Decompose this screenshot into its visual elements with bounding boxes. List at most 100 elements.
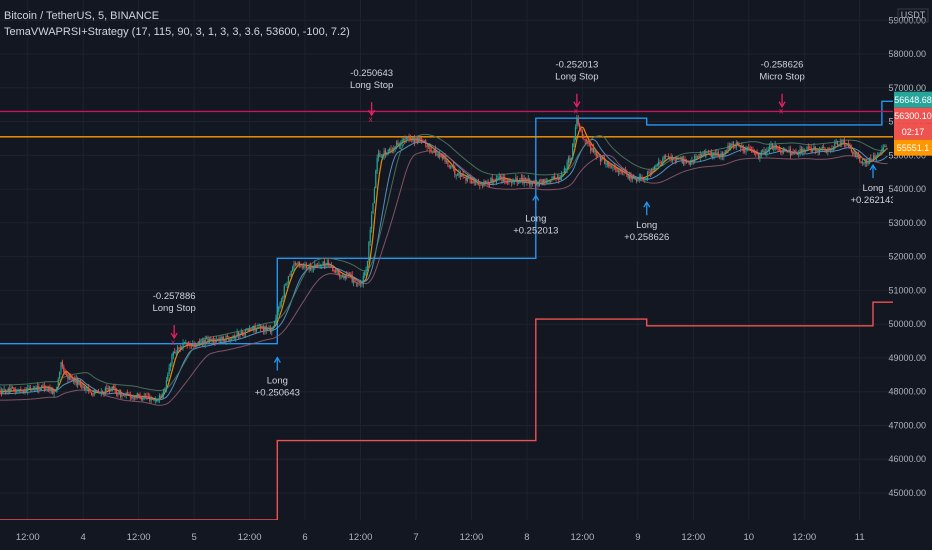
- candle-body: [426, 144, 428, 147]
- candle-body: [42, 384, 44, 386]
- candle-body: [344, 275, 346, 279]
- candle-body: [67, 374, 69, 380]
- candle-body: [32, 388, 34, 391]
- candle-body: [135, 397, 137, 398]
- time-tick-label: 12:00: [571, 532, 595, 543]
- candle-body: [806, 147, 808, 151]
- long-arrow-head: [869, 163, 877, 171]
- stop-label: -0.257886: [153, 291, 196, 302]
- unit-label: USDT: [901, 10, 926, 20]
- candle-body: [59, 372, 61, 379]
- candle-body: [214, 340, 216, 344]
- candle-body: [287, 276, 290, 283]
- time-axis[interactable]: 12:00 4 12:00 5 12:00 6 12:00 7 12:00 8 12:00 9 12:0…: [0, 520, 932, 550]
- candle-body: [247, 328, 249, 332]
- candle-body: [108, 387, 111, 392]
- candle-body: [175, 351, 177, 354]
- candle-body: [572, 143, 574, 159]
- candle-body: [11, 387, 14, 389]
- candle-body: [409, 138, 412, 141]
- candle-body: [495, 178, 498, 183]
- candle-body: [803, 149, 805, 151]
- candle-body: [738, 144, 740, 147]
- candle-body: [172, 351, 174, 356]
- candle-body: [340, 277, 342, 278]
- candle-body: [0, 390, 2, 395]
- candle-body: [254, 325, 256, 331]
- candle-body: [383, 151, 385, 156]
- price-tick-label: 45000.00: [888, 488, 926, 498]
- stop-marker: x: [779, 107, 783, 116]
- price-label-box: [894, 123, 932, 140]
- candle-body: [168, 367, 170, 374]
- candle-body: [658, 161, 660, 166]
- series-upper-band: [0, 100, 893, 345]
- candle-body: [526, 179, 528, 183]
- candle-body: [494, 180, 496, 183]
- candle-body: [384, 150, 387, 155]
- stop-label: Micro Stop: [759, 72, 804, 83]
- candle-body: [764, 152, 767, 154]
- candle-body: [853, 152, 855, 154]
- candle-body: [518, 182, 520, 184]
- candle-body: [842, 140, 844, 144]
- candle-body: [404, 138, 406, 141]
- candle-body: [594, 151, 596, 153]
- price-label-box: [894, 139, 932, 156]
- candle-body: [448, 165, 450, 167]
- candle-body: [282, 296, 284, 300]
- candle-body: [136, 393, 138, 398]
- candle-body: [579, 124, 581, 129]
- candle-body: [676, 157, 678, 160]
- candle-body: [509, 180, 511, 182]
- candle-body: [813, 146, 815, 150]
- candle-body: [235, 336, 237, 339]
- candle-body: [872, 155, 875, 159]
- candle-body: [420, 140, 423, 141]
- long-label: Long: [267, 376, 288, 387]
- candle-body: [225, 335, 227, 342]
- time-tick-label: 11: [855, 532, 865, 543]
- candle-body: [480, 184, 482, 186]
- candle-body: [391, 149, 394, 151]
- candle-body: [246, 329, 248, 330]
- indicator-legend[interactable]: TemaVWAPRSI+Strategy (17, 115, 90, 3, 1,…: [4, 26, 350, 38]
- candle-body: [816, 150, 818, 151]
- candle-body: [774, 144, 776, 150]
- stop-marker: x: [574, 107, 578, 116]
- candle-body: [125, 393, 127, 396]
- price-label-box: [894, 91, 932, 108]
- candle-body: [541, 179, 543, 184]
- candle-body: [610, 167, 613, 169]
- long-label: +0.252013: [513, 225, 558, 236]
- price-label-text: 56648.68: [894, 95, 932, 105]
- candle-body: [590, 143, 592, 151]
- candle-body: [445, 160, 448, 162]
- candle-body: [447, 160, 449, 165]
- candle-body: [321, 264, 323, 266]
- candle-body: [310, 264, 312, 270]
- candle-body: [364, 272, 366, 276]
- candle-body: [646, 172, 649, 179]
- candle-body: [171, 354, 173, 364]
- candle-body: [182, 343, 184, 348]
- candle-body: [476, 182, 478, 184]
- candle-body: [746, 147, 749, 150]
- candle-body: [688, 161, 690, 165]
- candle-body: [475, 181, 477, 183]
- candle-body: [79, 381, 82, 385]
- candle-body: [339, 273, 341, 277]
- candle-body: [867, 163, 869, 164]
- stop-arrow-head: [573, 101, 581, 109]
- candle-body: [118, 390, 120, 394]
- candle-body: [375, 170, 377, 189]
- candle-body: [542, 179, 545, 184]
- candle-body: [232, 336, 234, 339]
- candle-body: [29, 388, 32, 390]
- candle-body: [726, 150, 728, 152]
- price-axis[interactable]: 45000.00 46000.00 47000.00 48000.00 49000.00…: [888, 0, 932, 550]
- candle-body: [623, 171, 625, 173]
- candle-body: [146, 396, 148, 398]
- symbol-title[interactable]: Bitcoin / TetherUS, 5, BINANCE: [4, 10, 160, 22]
